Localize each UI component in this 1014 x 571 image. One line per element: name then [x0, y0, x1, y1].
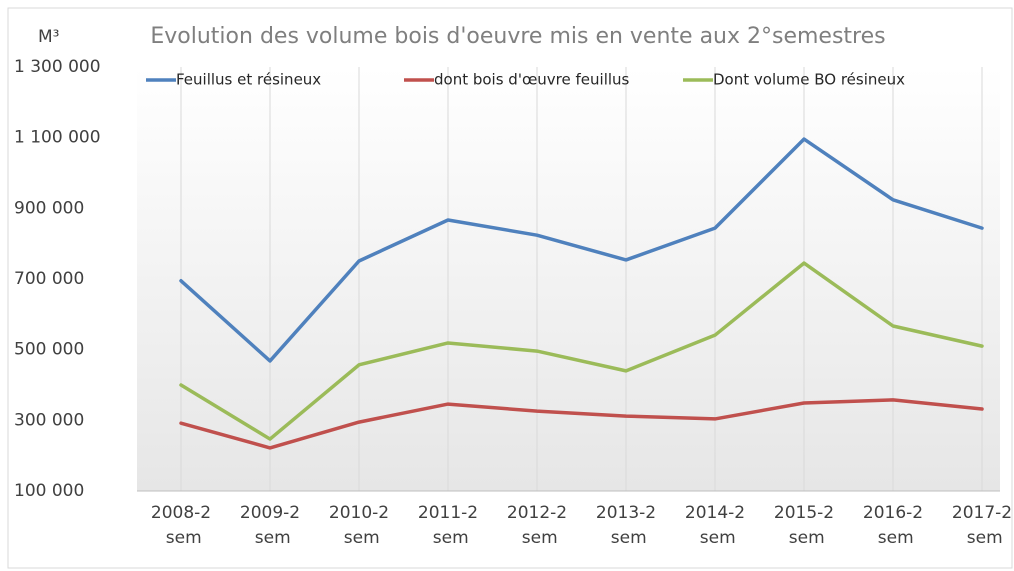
y-tick-label: 900 000	[14, 198, 84, 218]
y-tick-label: 700 000	[14, 269, 84, 289]
y-axis-label: M³	[38, 27, 59, 47]
x-tick-label: 2014-2 sem	[685, 503, 745, 548]
x-tick-label: 2011-2 sem	[418, 503, 478, 548]
y-tick-label: 1 100 000	[14, 128, 101, 148]
y-tick-label: 300 000	[14, 410, 84, 430]
x-tick-label: 2017-2 sem	[952, 503, 1012, 548]
y-tick-label: 500 000	[14, 340, 84, 360]
y-tick-label: 100 000	[14, 481, 84, 501]
x-tick-label: 2010-2 sem	[329, 503, 389, 548]
x-tick-label: 2016-2 sem	[863, 503, 923, 548]
series-line	[179, 261, 984, 441]
legend-label: dont bois d'œuvre feuillus	[434, 71, 630, 89]
x-tick-label: 2013-2 sem	[596, 503, 656, 548]
x-tick-label: 2015-2 sem	[774, 503, 834, 548]
series-line	[179, 398, 984, 450]
series-line	[179, 137, 984, 363]
x-tick-label: 2008-2 sem	[151, 503, 211, 548]
x-tick-label: 2012-2 sem	[507, 503, 567, 548]
y-tick-label: 1 300 000	[14, 57, 101, 77]
legend-label: Dont volume BO résineux	[713, 71, 905, 89]
chart-title: Evolution des volume bois d'oeuvre mis e…	[150, 24, 885, 49]
plot-area	[137, 67, 1000, 491]
legend-label: Feuillus et résineux	[176, 71, 321, 89]
x-tick-label: 2009-2 sem	[240, 503, 300, 548]
